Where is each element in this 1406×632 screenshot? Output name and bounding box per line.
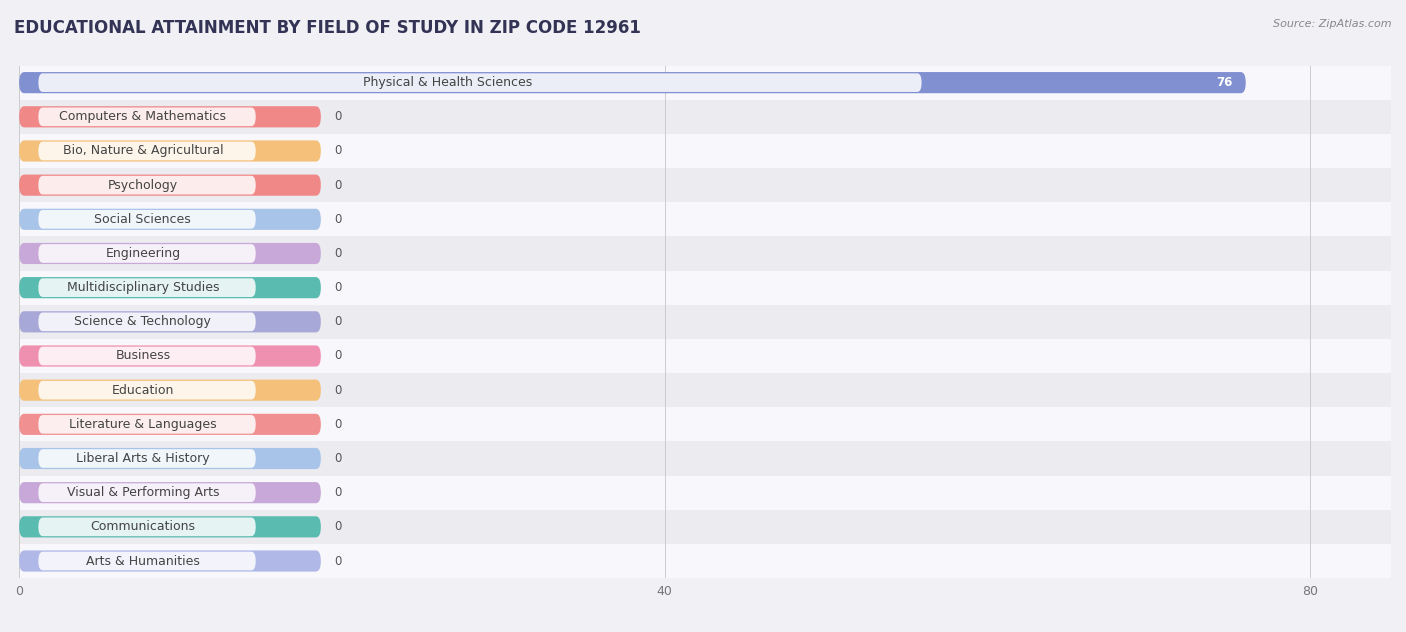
FancyBboxPatch shape xyxy=(38,415,256,434)
FancyBboxPatch shape xyxy=(38,483,256,502)
Bar xyxy=(20,66,1391,100)
Text: 0: 0 xyxy=(333,349,342,363)
Bar xyxy=(20,236,1391,270)
Text: Liberal Arts & History: Liberal Arts & History xyxy=(76,452,209,465)
FancyBboxPatch shape xyxy=(38,73,921,92)
Bar xyxy=(20,100,1391,134)
Text: 0: 0 xyxy=(333,281,342,294)
FancyBboxPatch shape xyxy=(20,174,321,196)
Text: 0: 0 xyxy=(333,111,342,123)
Bar xyxy=(20,407,1391,441)
FancyBboxPatch shape xyxy=(20,448,321,469)
Text: 0: 0 xyxy=(333,179,342,191)
FancyBboxPatch shape xyxy=(38,381,256,399)
Text: Education: Education xyxy=(111,384,174,397)
Text: Science & Technology: Science & Technology xyxy=(75,315,211,329)
FancyBboxPatch shape xyxy=(38,107,256,126)
Text: 0: 0 xyxy=(333,418,342,431)
Bar xyxy=(20,510,1391,544)
FancyBboxPatch shape xyxy=(38,347,256,365)
Text: 0: 0 xyxy=(333,554,342,568)
Text: Engineering: Engineering xyxy=(105,247,180,260)
Bar xyxy=(20,476,1391,510)
Bar xyxy=(20,339,1391,373)
FancyBboxPatch shape xyxy=(20,209,321,230)
FancyBboxPatch shape xyxy=(38,142,256,161)
Text: Bio, Nature & Agricultural: Bio, Nature & Agricultural xyxy=(62,145,224,157)
Bar xyxy=(20,373,1391,407)
FancyBboxPatch shape xyxy=(20,482,321,503)
Text: Computers & Mathematics: Computers & Mathematics xyxy=(59,111,226,123)
Text: Communications: Communications xyxy=(90,520,195,533)
FancyBboxPatch shape xyxy=(20,550,321,571)
Text: 0: 0 xyxy=(333,384,342,397)
FancyBboxPatch shape xyxy=(20,414,321,435)
FancyBboxPatch shape xyxy=(38,552,256,570)
FancyBboxPatch shape xyxy=(20,380,321,401)
FancyBboxPatch shape xyxy=(38,244,256,263)
FancyBboxPatch shape xyxy=(20,72,1246,94)
Text: 0: 0 xyxy=(333,213,342,226)
Bar xyxy=(20,441,1391,476)
FancyBboxPatch shape xyxy=(20,140,321,162)
FancyBboxPatch shape xyxy=(20,106,321,128)
Bar xyxy=(20,270,1391,305)
Text: Arts & Humanities: Arts & Humanities xyxy=(86,554,200,568)
FancyBboxPatch shape xyxy=(20,277,321,298)
FancyBboxPatch shape xyxy=(38,312,256,331)
Text: Multidisciplinary Studies: Multidisciplinary Studies xyxy=(66,281,219,294)
Text: 0: 0 xyxy=(333,520,342,533)
Text: 76: 76 xyxy=(1216,76,1233,89)
FancyBboxPatch shape xyxy=(20,243,321,264)
Bar xyxy=(20,202,1391,236)
Text: Visual & Performing Arts: Visual & Performing Arts xyxy=(66,486,219,499)
Text: Source: ZipAtlas.com: Source: ZipAtlas.com xyxy=(1274,19,1392,29)
Text: Physical & Health Sciences: Physical & Health Sciences xyxy=(363,76,533,89)
Text: Social Sciences: Social Sciences xyxy=(94,213,191,226)
FancyBboxPatch shape xyxy=(20,516,321,537)
FancyBboxPatch shape xyxy=(20,311,321,332)
Bar xyxy=(20,168,1391,202)
Text: 0: 0 xyxy=(333,486,342,499)
Text: Psychology: Psychology xyxy=(108,179,179,191)
Text: 0: 0 xyxy=(333,145,342,157)
Bar xyxy=(20,134,1391,168)
Text: 0: 0 xyxy=(333,452,342,465)
Text: EDUCATIONAL ATTAINMENT BY FIELD OF STUDY IN ZIP CODE 12961: EDUCATIONAL ATTAINMENT BY FIELD OF STUDY… xyxy=(14,19,641,37)
Bar xyxy=(20,305,1391,339)
Text: 0: 0 xyxy=(333,315,342,329)
FancyBboxPatch shape xyxy=(38,278,256,297)
FancyBboxPatch shape xyxy=(20,346,321,367)
Text: 0: 0 xyxy=(333,247,342,260)
Text: Literature & Languages: Literature & Languages xyxy=(69,418,217,431)
FancyBboxPatch shape xyxy=(38,176,256,195)
Text: Business: Business xyxy=(115,349,170,363)
FancyBboxPatch shape xyxy=(38,210,256,229)
FancyBboxPatch shape xyxy=(38,449,256,468)
Bar xyxy=(20,544,1391,578)
FancyBboxPatch shape xyxy=(38,518,256,536)
